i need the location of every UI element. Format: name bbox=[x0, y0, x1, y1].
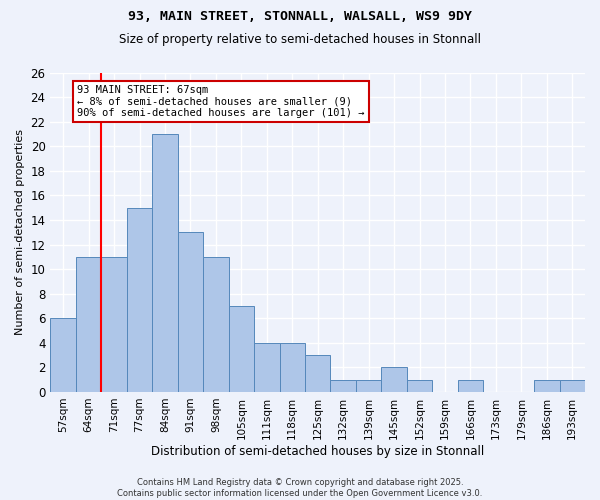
Bar bbox=[331, 380, 356, 392]
Bar bbox=[407, 380, 432, 392]
Bar bbox=[305, 355, 331, 392]
Bar bbox=[127, 208, 152, 392]
X-axis label: Distribution of semi-detached houses by size in Stonnall: Distribution of semi-detached houses by … bbox=[151, 444, 484, 458]
Bar bbox=[229, 306, 254, 392]
Bar bbox=[203, 257, 229, 392]
Bar bbox=[560, 380, 585, 392]
Bar bbox=[76, 257, 101, 392]
Bar bbox=[254, 343, 280, 392]
Text: 93, MAIN STREET, STONNALL, WALSALL, WS9 9DY: 93, MAIN STREET, STONNALL, WALSALL, WS9 … bbox=[128, 10, 472, 23]
Bar bbox=[152, 134, 178, 392]
Text: Contains HM Land Registry data © Crown copyright and database right 2025.
Contai: Contains HM Land Registry data © Crown c… bbox=[118, 478, 482, 498]
Bar bbox=[178, 232, 203, 392]
Bar bbox=[534, 380, 560, 392]
Bar bbox=[50, 318, 76, 392]
Bar bbox=[382, 368, 407, 392]
Text: Size of property relative to semi-detached houses in Stonnall: Size of property relative to semi-detach… bbox=[119, 32, 481, 46]
Bar bbox=[356, 380, 382, 392]
Bar bbox=[458, 380, 483, 392]
Bar bbox=[101, 257, 127, 392]
Bar bbox=[280, 343, 305, 392]
Y-axis label: Number of semi-detached properties: Number of semi-detached properties bbox=[15, 129, 25, 335]
Text: 93 MAIN STREET: 67sqm
← 8% of semi-detached houses are smaller (9)
90% of semi-d: 93 MAIN STREET: 67sqm ← 8% of semi-detac… bbox=[77, 85, 365, 118]
